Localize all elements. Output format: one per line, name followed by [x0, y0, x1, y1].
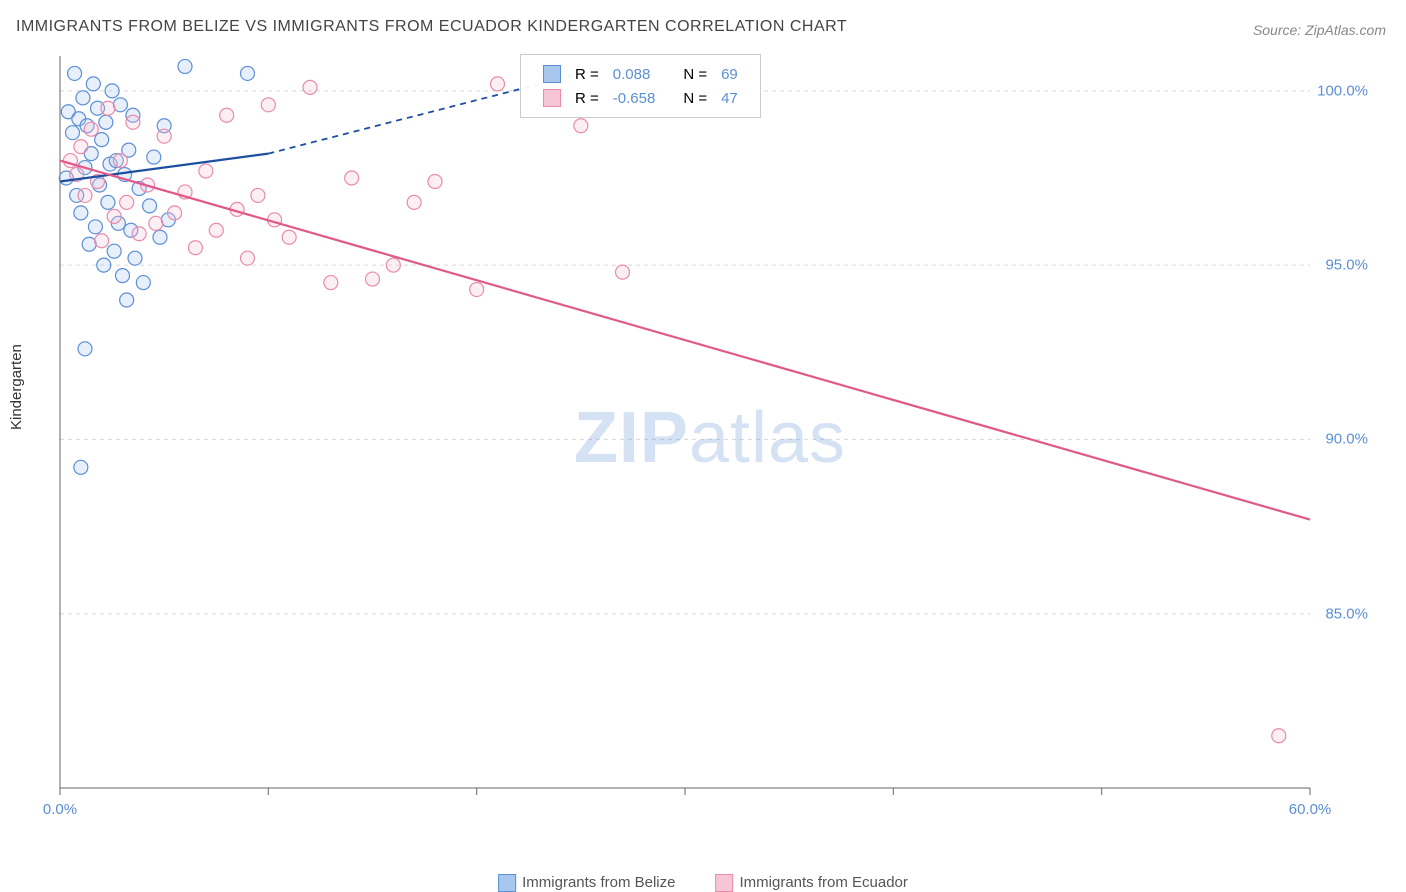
y-tick-label: 95.0% — [1325, 257, 1368, 274]
y-tick-label: 85.0% — [1325, 605, 1368, 622]
swatch-icon — [543, 65, 561, 83]
y-tick-label: 90.0% — [1325, 431, 1368, 448]
x-tick-label: 60.0% — [1289, 801, 1332, 818]
plot-area: ZIPatlas R = 0.088 N = 69 R = -0.658 N =… — [50, 48, 1370, 828]
swatch-icon — [498, 874, 516, 892]
legend-row-belize: R = 0.088 N = 69 — [537, 63, 744, 85]
legend-label: Immigrants from Belize — [522, 874, 675, 891]
correlation-legend: R = 0.088 N = 69 R = -0.658 N = 47 — [520, 54, 761, 118]
series-legend: Immigrants from Belize Immigrants from E… — [498, 874, 908, 892]
y-tick-label: 100.0% — [1317, 82, 1368, 99]
n-value: 69 — [715, 63, 744, 85]
n-label: N = — [677, 87, 713, 109]
legend-row-ecuador: R = -0.658 N = 47 — [537, 87, 744, 109]
swatch-icon — [543, 89, 561, 107]
n-value: 47 — [715, 87, 744, 109]
x-tick-label: 0.0% — [43, 801, 77, 818]
r-value: -0.658 — [607, 87, 662, 109]
source-label: Source: ZipAtlas.com — [1253, 22, 1386, 38]
chart-title: IMMIGRANTS FROM BELIZE VS IMMIGRANTS FRO… — [16, 18, 847, 36]
scatter-chart — [50, 48, 1370, 828]
legend-label: Immigrants from Ecuador — [739, 874, 907, 891]
swatch-icon — [715, 874, 733, 892]
r-label: R = — [569, 87, 605, 109]
y-axis-label: Kindergarten — [8, 344, 25, 430]
r-label: R = — [569, 63, 605, 85]
r-value: 0.088 — [607, 63, 662, 85]
n-label: N = — [677, 63, 713, 85]
